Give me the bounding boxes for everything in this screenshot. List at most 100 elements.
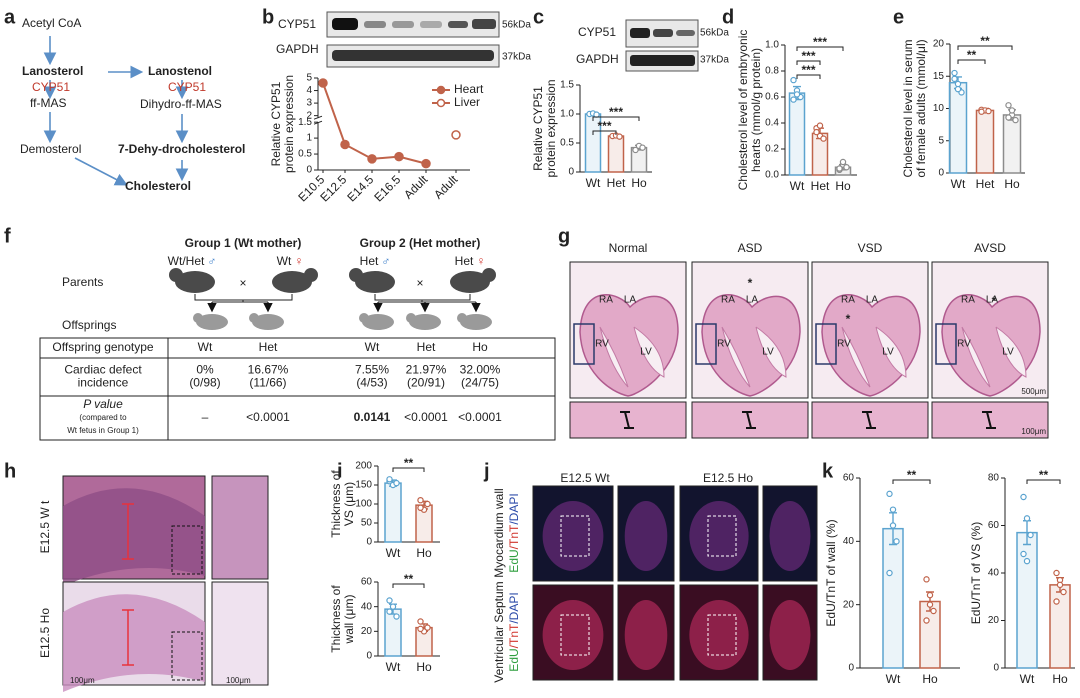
x-tick-label: Wt <box>886 672 901 686</box>
data-point <box>1008 107 1016 114</box>
table-cell: <0.0001 <box>246 410 290 424</box>
bar <box>607 135 625 173</box>
signal <box>542 501 604 571</box>
panel-label: k <box>822 460 834 482</box>
data-point <box>1005 102 1012 109</box>
defect-mark: * <box>992 294 997 308</box>
y-tick-label: 20 <box>988 615 1000 626</box>
cross: × <box>239 276 246 290</box>
genotype: Wt/Het <box>168 254 205 268</box>
table-cell: (compared to <box>79 413 127 422</box>
data-point <box>926 601 934 608</box>
scale-bar: 500μm <box>1021 387 1046 396</box>
table-cell: <0.0001 <box>458 410 502 424</box>
y-tick-label: 5 <box>938 135 944 146</box>
data-point <box>417 618 424 625</box>
region-label: Ventricular Septum <box>492 581 506 682</box>
y-tick-label: 5 <box>306 73 312 84</box>
thickness-marker <box>742 411 756 429</box>
chamber-label: RV <box>837 339 851 350</box>
condition-label: Normal <box>609 241 648 255</box>
data-point <box>886 569 893 577</box>
data-point <box>978 108 985 115</box>
parent-label: Het ♀ <box>455 254 486 268</box>
parent-label: Wt ♀ <box>277 254 304 268</box>
axes <box>859 478 960 669</box>
data-point <box>1012 116 1019 124</box>
blot-label: GAPDH <box>276 42 319 56</box>
stain: /DAPI <box>507 493 521 524</box>
y-tick-label: 1 <box>306 133 312 144</box>
data-point <box>790 96 797 103</box>
breeding-scheme <box>169 268 496 330</box>
data-point <box>813 128 820 136</box>
y-axis-label: protein expression <box>282 75 296 173</box>
y-tick-label: 4 <box>306 85 312 96</box>
table-frame <box>39 337 556 441</box>
scale-bar: 100μm <box>226 676 251 685</box>
row-label: Offsprings <box>62 318 116 332</box>
table-cell: Het <box>259 340 278 354</box>
chamber-label: LV <box>640 347 652 358</box>
y-tick-label: 80 <box>988 473 1000 484</box>
legend-label: Liver <box>454 95 480 109</box>
bar <box>948 81 968 174</box>
pathway-node: CYP51 <box>32 80 70 94</box>
data-point <box>593 111 600 118</box>
x-tick-label: Wt <box>951 177 966 191</box>
y-tick-label: 1.5 <box>560 80 574 91</box>
point <box>367 154 377 164</box>
sex: ♂ <box>207 254 216 268</box>
roi-box <box>707 614 737 656</box>
pathway-node: Cholesterol <box>125 179 191 193</box>
y-tick-label: 0.2 <box>765 144 779 155</box>
data-point <box>1023 557 1031 565</box>
pathway-node: Dihydro-ff-MAS <box>140 97 222 111</box>
chamber-label: LA <box>866 295 879 306</box>
pathway-node: Acetyl CoA <box>22 16 81 30</box>
significance-bracket <box>892 479 931 484</box>
table-cell: 0% <box>196 363 214 377</box>
table-cell: 32.00% <box>460 363 501 377</box>
data-point <box>1020 550 1027 558</box>
y-tick-label: 2 <box>306 110 312 121</box>
line <box>322 82 427 165</box>
x-tick-label: E14.5 <box>344 172 376 204</box>
panel-label: h <box>4 460 16 482</box>
roi-box <box>171 631 203 681</box>
table-cell: (4/53) <box>356 376 387 390</box>
y-tick-label: 0 <box>306 165 312 176</box>
panel-label: b <box>262 6 274 28</box>
significance: ** <box>404 456 414 470</box>
point <box>394 151 404 162</box>
data-point <box>1005 114 1012 121</box>
pathway-node: 7-Dehy-drocholesterol <box>118 142 245 156</box>
table-cell: (20/91) <box>407 376 445 390</box>
data-point <box>386 608 393 615</box>
data-point <box>1056 581 1064 589</box>
data-point <box>386 597 393 604</box>
stain: EdU <box>507 648 521 671</box>
y-tick-label: 15 <box>933 71 945 82</box>
x-tick-label: Wt <box>386 546 401 560</box>
blot-label: GAPDH <box>576 52 619 66</box>
chamber-label: LA <box>624 295 637 306</box>
thickness-marker <box>982 411 996 429</box>
heart-section <box>821 294 921 397</box>
data-point <box>923 576 930 583</box>
heart-section <box>941 294 1041 397</box>
y-axis-label: Relative CYP51 <box>531 86 545 171</box>
data-point <box>1053 569 1060 577</box>
significance-bracket <box>796 60 821 65</box>
stain: EdU <box>507 549 521 572</box>
chamber <box>721 326 787 388</box>
data-point <box>843 163 850 171</box>
y-tick-label: 50 <box>361 518 373 529</box>
data-point <box>1060 588 1067 596</box>
table-cell: Cardiac defect <box>64 363 142 377</box>
y-tick-label: 1.0 <box>765 40 779 51</box>
data-point <box>389 603 397 610</box>
y-axis-label: Cholesterol level of embryonic <box>736 30 750 191</box>
significance: ** <box>1039 468 1049 482</box>
stain-label: EdU/TnT/DAPI <box>507 493 521 572</box>
